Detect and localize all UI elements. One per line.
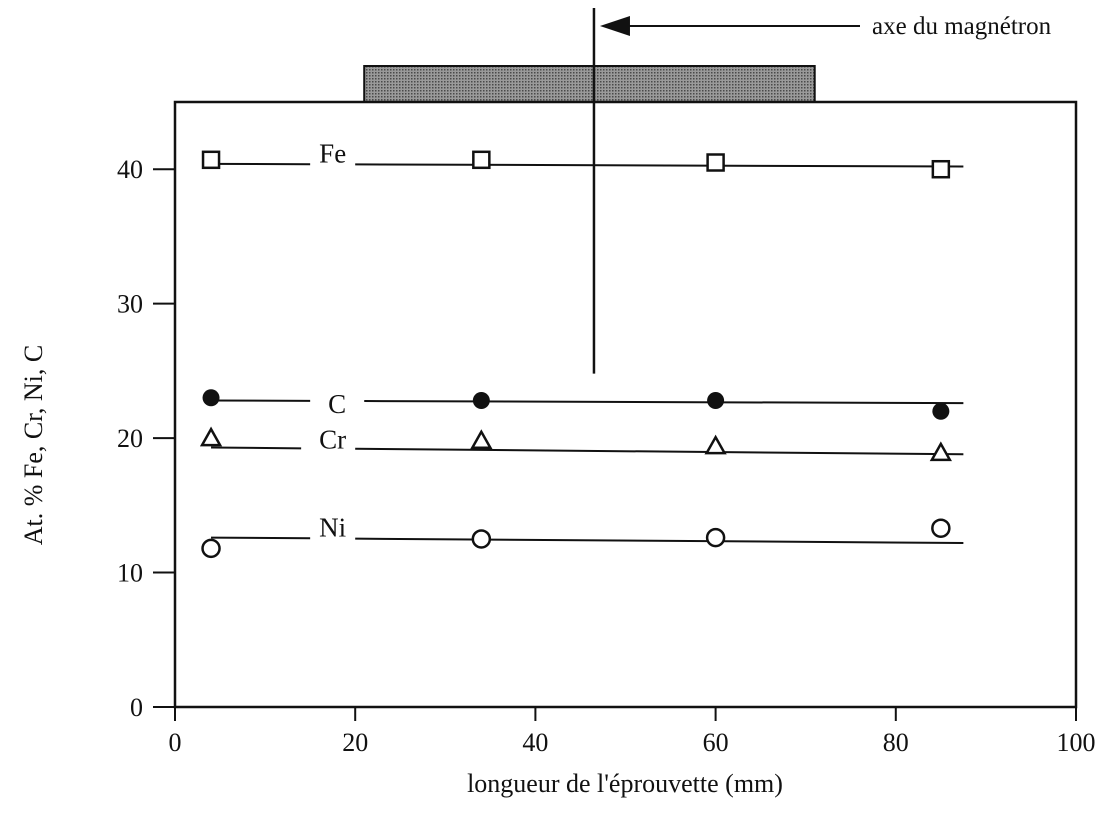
y-tick-label: 10 xyxy=(117,559,143,588)
marker-cr xyxy=(929,441,952,462)
x-tick-label: 20 xyxy=(342,728,368,757)
y-tick-label: 30 xyxy=(117,290,143,319)
fit-line-ni xyxy=(355,537,964,544)
marker-ni xyxy=(471,529,492,549)
marker-fe xyxy=(472,150,491,170)
x-axis: 0 20 40 60 80 100 xyxy=(169,707,1096,757)
marker-c xyxy=(932,402,950,420)
marker-fe xyxy=(706,153,725,172)
data-markers xyxy=(199,150,952,559)
y-tick-label: 0 xyxy=(130,693,143,722)
marker-ni xyxy=(705,527,726,548)
marker-fe xyxy=(201,150,221,170)
fit-line-c xyxy=(364,400,964,405)
plot-frame xyxy=(173,100,1078,709)
marker-ni xyxy=(931,518,951,538)
magnetron-axis-label: axe du magnétron xyxy=(872,13,1052,40)
fit-line-fe xyxy=(355,163,964,168)
marker-cr xyxy=(199,426,223,447)
fit-line-cr xyxy=(355,447,964,456)
fit-lines xyxy=(211,162,964,544)
magnetron-arrow-head xyxy=(599,16,630,36)
y-axis-title: At. % Fe, Cr, Ni, C xyxy=(19,345,48,545)
marker-cr xyxy=(704,434,727,455)
x-tick-label: 40 xyxy=(522,728,548,757)
magnetron-target-bar xyxy=(363,65,816,103)
fit-line-cr xyxy=(211,446,302,450)
x-tick-label: 80 xyxy=(883,728,909,757)
series-label-c: C xyxy=(328,389,346,419)
series-labels: Fe C Cr Ni xyxy=(319,138,346,542)
x-tick-label: 100 xyxy=(1057,728,1096,757)
x-tick-label: 60 xyxy=(703,728,729,757)
y-tick-label: 20 xyxy=(117,424,143,453)
marker-c xyxy=(472,391,490,409)
marker-fe xyxy=(931,159,951,179)
marker-c xyxy=(707,391,725,409)
marker-ni xyxy=(201,538,221,559)
x-axis-title: longueur de l'éprouvette (mm) xyxy=(467,769,783,798)
series-label-fe: Fe xyxy=(319,138,346,168)
y-tick-label: 40 xyxy=(117,155,143,184)
x-tick-label: 0 xyxy=(169,728,182,757)
series-label-cr: Cr xyxy=(319,425,346,455)
marker-c xyxy=(202,389,220,407)
series-label-ni: Ni xyxy=(319,512,346,542)
marker-cr xyxy=(470,429,493,450)
fit-line-ni xyxy=(211,536,311,540)
y-axis: 0 10 20 30 40 xyxy=(117,155,175,722)
